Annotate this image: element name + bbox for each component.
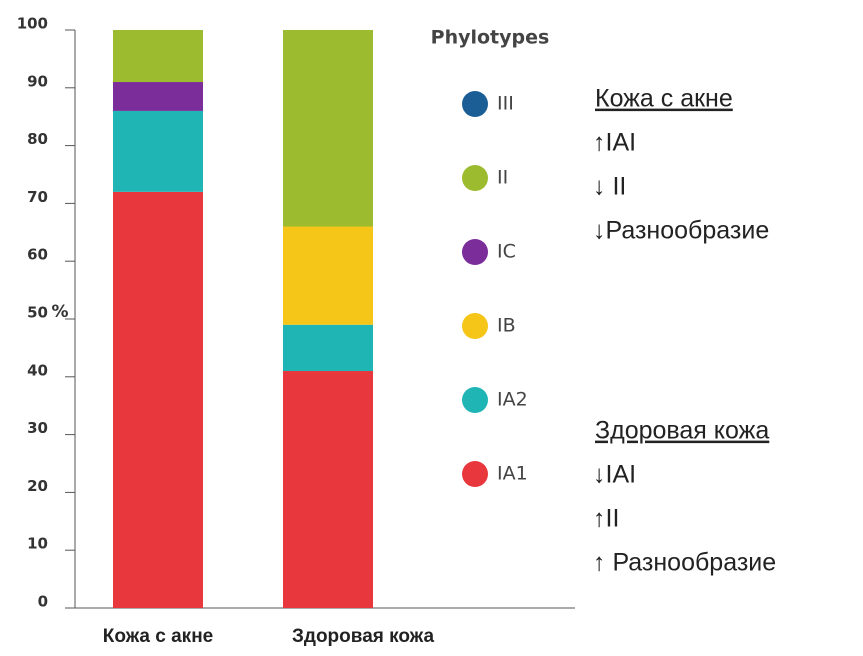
- bar-segment: [283, 30, 373, 227]
- y-tick-label: 40: [27, 361, 48, 379]
- annotation-line: ↓ II: [593, 173, 626, 201]
- y-tick-label: 30: [27, 419, 48, 437]
- annotation-line: ↑II: [593, 505, 619, 533]
- bar-segment: [113, 82, 203, 111]
- annotation-title: Кожа с акне: [595, 85, 733, 113]
- legend-label: IA1: [497, 463, 528, 485]
- y-tick-label: 70: [27, 188, 48, 206]
- annotation-line: ↓IAI: [593, 461, 636, 489]
- annotation-line: ↑IAI: [593, 129, 636, 157]
- bar-segment: [113, 191, 203, 608]
- legend-label: II: [497, 167, 508, 189]
- y-tick-label: 90: [27, 72, 48, 90]
- legend-label: IB: [497, 315, 516, 337]
- y-tick-label: 60: [27, 246, 48, 264]
- legend-swatch: [462, 239, 488, 265]
- legend-title: Phylotypes: [431, 27, 550, 49]
- legend-swatch: [462, 91, 488, 117]
- bar-segment: [283, 371, 373, 608]
- annotation-title: Здоровая кожа: [595, 417, 769, 445]
- bar-segment: [283, 226, 373, 325]
- bar-segment: [283, 324, 373, 372]
- legend-swatch: [462, 387, 488, 413]
- legend-label: III: [497, 93, 514, 115]
- y-tick-label: 20: [27, 477, 48, 495]
- x-tick-label: Здоровая кожа: [292, 626, 434, 647]
- annotation-line: ↓Разнообразие: [593, 217, 769, 245]
- annotation-line: ↑ Разнообразие: [593, 549, 776, 577]
- legend-swatch: [462, 165, 488, 191]
- legend-swatch: [462, 461, 488, 487]
- bar-segment: [113, 110, 203, 192]
- bar-segment: [113, 30, 203, 83]
- x-tick-label: Кожа с акне: [103, 626, 213, 647]
- y-tick-label: 80: [27, 130, 48, 148]
- legend-swatch: [462, 313, 488, 339]
- y-tick-label: 50: [27, 304, 48, 322]
- y-tick-label: 100: [17, 15, 48, 33]
- y-axis-label: %: [51, 302, 68, 322]
- legend-label: IA2: [497, 389, 528, 411]
- y-tick-label: 0: [38, 593, 48, 611]
- legend-label: IC: [497, 241, 516, 263]
- y-tick-label: 10: [27, 535, 48, 553]
